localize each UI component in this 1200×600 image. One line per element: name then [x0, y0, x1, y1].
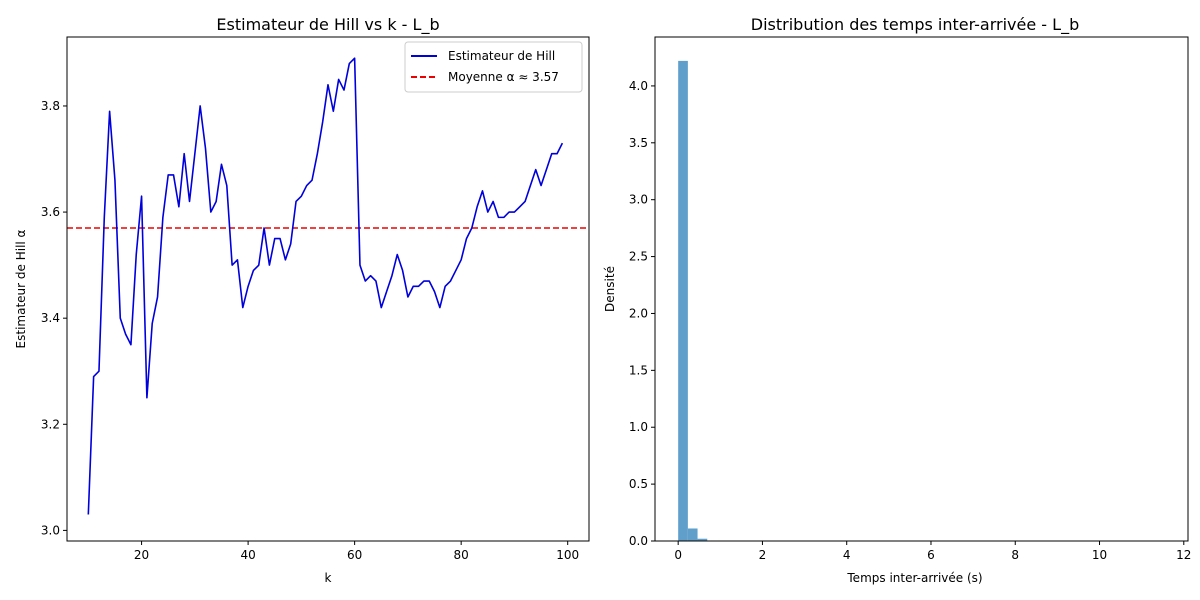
histogram-bar: [687, 528, 698, 541]
histogram-x-axis-label: Temps inter-arrivée (s): [846, 571, 982, 585]
histogram-y-axis-ticks: 0.0 0.5 1.0 1.5 2.0 2.5 3.0 3.5 4.0: [629, 79, 655, 548]
hill-x-tick-label: 20: [134, 548, 149, 562]
hill-y-axis-label: Estimateur de Hill α: [14, 229, 28, 348]
legend-box: [404, 41, 583, 93]
histogram-axes-frame: [654, 36, 1189, 542]
histogram-x-tick-label: 10: [1092, 548, 1107, 562]
histogram-x-tick-label: 4: [843, 548, 851, 562]
histogram-x-tick-label: 0: [674, 548, 682, 562]
hill-y-axis-ticks: 3.0 3.2 3.4 3.6 3.8: [41, 99, 67, 537]
histogram-y-tick-label: 2.0: [629, 306, 648, 320]
histogram-y-tick-label: 3.5: [629, 136, 648, 150]
histogram-x-tick-label: 12: [1176, 548, 1191, 562]
hill-x-tick-label: 40: [240, 548, 255, 562]
hill-x-tick-label: 100: [556, 548, 579, 562]
hill-estimator-series-line: [87, 57, 564, 515]
hill-estimator-chart: Estimateur de Hill vs k - L_b 20 40 60 80 10…: [14, 15, 590, 585]
histogram-y-tick-label: 1.5: [629, 363, 648, 377]
hill-y-tick-label: 3.6: [41, 205, 60, 219]
histogram-y-tick-label: 2.5: [629, 250, 648, 264]
histogram-x-tick-label: 2: [759, 548, 767, 562]
hill-axes-frame: [66, 36, 590, 542]
legend-label-mean: Moyenne α ≈ 3.57: [448, 70, 559, 84]
histogram-chart-title: Distribution des temps inter-arrivée - L…: [751, 15, 1079, 35]
histogram-y-tick-label: 3.0: [629, 193, 648, 207]
histogram-x-axis-ticks: 0 2 4 6 8 10 12: [674, 541, 1191, 562]
hill-y-tick-label: 3.4: [41, 311, 60, 325]
histogram-y-tick-label: 4.0: [629, 79, 648, 93]
hill-legend: Estimateur de Hill Moyenne α ≈ 3.57: [404, 41, 583, 93]
legend-label-hill: Estimateur de Hill: [448, 49, 555, 63]
histogram-y-tick-label: 1.0: [629, 420, 648, 434]
hill-x-tick-label: 60: [347, 548, 362, 562]
histogram-y-axis-label: Densité: [603, 266, 617, 312]
hill-plot-area: [67, 57, 589, 515]
histogram-bar: [697, 538, 708, 541]
histogram-x-tick-label: 6: [927, 548, 935, 562]
histogram-y-tick-label: 0.0: [629, 534, 648, 548]
hill-chart-title: Estimateur de Hill vs k - L_b: [216, 15, 439, 35]
hill-x-axis-ticks: 20 40 60 80 100: [134, 541, 579, 562]
hill-y-tick-label: 3.0: [41, 523, 60, 537]
hill-y-tick-label: 3.2: [41, 417, 60, 431]
hill-y-tick-label: 3.8: [41, 99, 60, 113]
histogram-chart: Distribution des temps inter-arrivée - L…: [603, 15, 1191, 585]
histogram-bar: [678, 60, 688, 541]
histogram-plot-area: [678, 60, 708, 541]
histogram-x-tick-label: 8: [1011, 548, 1019, 562]
hill-x-axis-label: k: [325, 571, 332, 585]
histogram-y-tick-label: 0.5: [629, 477, 648, 491]
hill-x-tick-label: 80: [454, 548, 469, 562]
